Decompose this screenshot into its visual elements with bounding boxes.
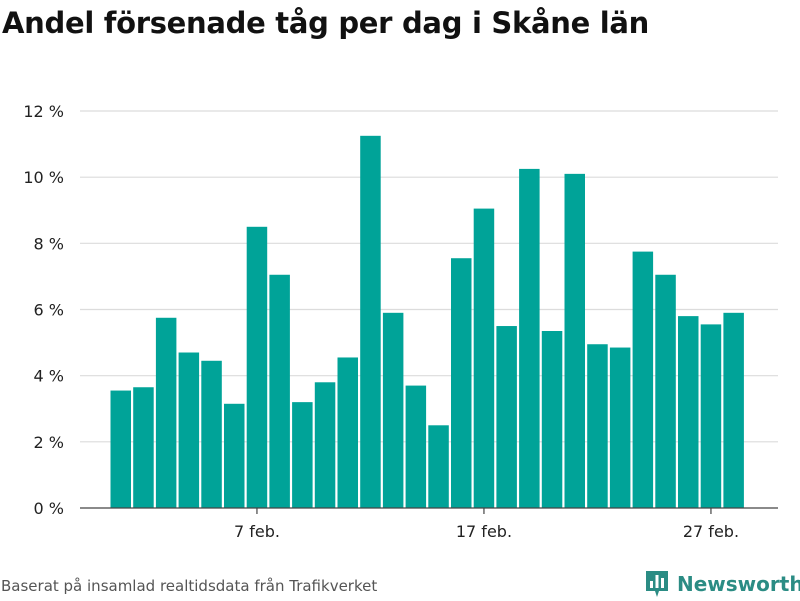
bar [314,382,336,508]
bar [405,385,427,508]
bar [110,390,131,508]
bar [519,168,540,509]
bar [178,352,200,508]
bar [360,135,381,508]
y-tick-label: 10 % [23,168,64,187]
bar [337,357,358,508]
x-tick-label: 17 feb. [456,522,512,541]
y-tick-label: 6 % [34,301,64,320]
bar [496,326,517,508]
bar [382,312,404,508]
y-tick-label: 2 % [34,433,64,452]
brand-name: Newsworthy [677,572,800,596]
bar [473,208,495,509]
bar [292,402,313,508]
bar [451,258,472,508]
bar [632,251,654,508]
y-tick-label: 8 % [34,234,64,253]
x-tick-label: 27 feb. [683,522,739,541]
bars [110,135,744,509]
x-axis [80,507,778,514]
bar [609,347,631,508]
bar [587,344,608,508]
bar [655,274,676,508]
x-tick-label: 7 feb. [234,522,280,541]
bar [428,425,449,508]
brand-logo[interactable]: Newsworthy [644,567,800,601]
y-tick-labels: 0 % 2 % 4 % 6 % 8 % 10 % 12 % [23,102,64,518]
y-tick-label: 12 % [23,102,64,121]
bar [700,324,722,508]
bar [564,173,585,508]
y-tick-label: 4 % [34,367,64,386]
bar [201,360,222,508]
bar [155,317,177,508]
bar [269,274,290,508]
bar [133,387,154,508]
bar-chart-icon [646,571,668,597]
x-tick-labels: 7 feb. 17 feb. 27 feb. [234,522,739,541]
source-note: Baserat på insamlad realtidsdata från Tr… [1,577,378,595]
bar [541,331,563,508]
bar [224,403,245,508]
bar [678,316,699,508]
bar [723,312,744,508]
chart-title: Andel försenade tåg per dag i Skåne län [2,6,650,40]
bar [246,226,268,508]
bar-chart: 0 % 2 % 4 % 6 % 8 % 10 % 12 % 7 feb. 17 feb. 27 … [23,102,778,541]
y-tick-label: 0 % [34,499,64,518]
